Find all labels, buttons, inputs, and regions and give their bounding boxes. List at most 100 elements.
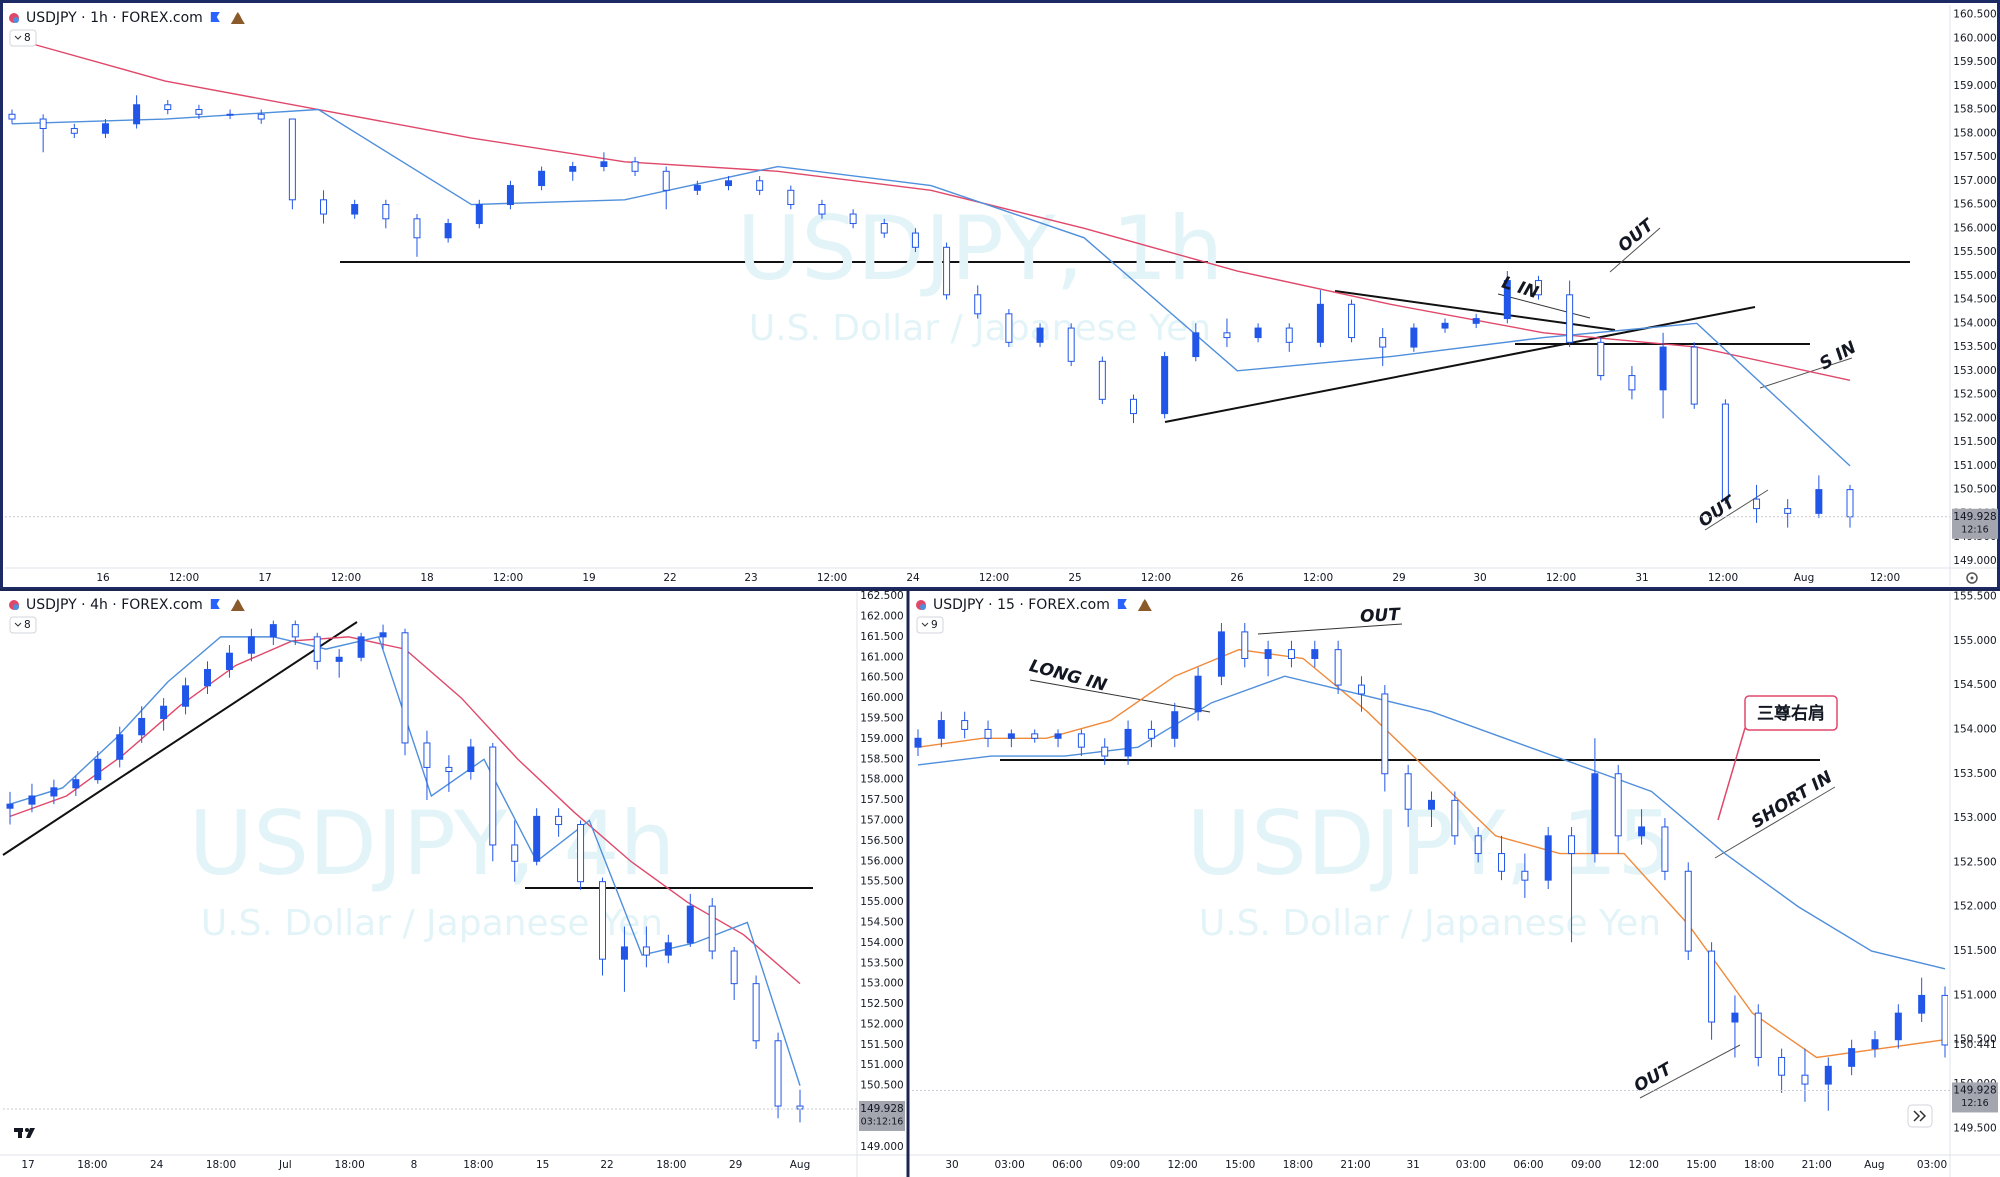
candle-body <box>642 946 650 956</box>
y-tick-label: 158.500 <box>1953 104 1996 116</box>
y-tick-label: 160.000 <box>860 692 903 704</box>
y-tick-label: 156.000 <box>860 855 903 867</box>
candle-body <box>1824 1065 1832 1085</box>
gear-icon[interactable] <box>1966 572 1978 584</box>
symbol-title[interactable]: USDJPY · 1h · FOREX.com <box>26 10 203 26</box>
candle-body <box>225 652 233 671</box>
candle-body <box>693 185 701 191</box>
callout-box <box>1744 695 1838 731</box>
candle-body <box>182 685 190 707</box>
candle-body <box>413 218 421 239</box>
x-tick-label: 12:00 <box>1303 572 1333 584</box>
y-tick-label: 161.000 <box>860 651 903 663</box>
candle-body <box>1334 649 1342 686</box>
candle-body <box>489 746 497 846</box>
x-tick-label: Aug <box>790 1159 811 1171</box>
candle-body <box>116 734 124 760</box>
plot <box>6 620 804 1123</box>
candle-body <box>1192 332 1200 358</box>
x-tick-label: 31 <box>1406 1159 1419 1171</box>
candle-body <box>511 844 519 862</box>
trend-line <box>1164 306 1756 423</box>
candle-body <box>1171 711 1179 739</box>
symbol-title[interactable]: USDJPY · 4h · FOREX.com <box>26 597 203 613</box>
chart-panel: USDJPY, 4h U.S. Dollar / Japanese Yen 149.… <box>3 590 905 1171</box>
y-tick-label: 151.500 <box>1953 436 1996 448</box>
trend-line <box>1759 357 1853 389</box>
candle-body <box>1568 835 1576 855</box>
candle-body <box>160 705 168 719</box>
y-tick-label: 155.500 <box>1953 246 1996 258</box>
y-tick-label: 153.500 <box>1953 341 1996 353</box>
chart-panel: USDJPY, 15U.S. Dollar / Japanese Yen149.… <box>912 590 1998 1171</box>
x-tick-label: 17 <box>21 1159 34 1171</box>
y-tick-label: 158.000 <box>1953 127 1996 139</box>
candle-body <box>1801 1074 1809 1085</box>
trend-line <box>1497 293 1591 319</box>
scroll-right-button[interactable] <box>1907 1104 1933 1128</box>
candle-body <box>538 170 546 187</box>
badge[interactable] <box>9 29 37 47</box>
y-tick-label: 156.500 <box>860 835 903 847</box>
candle-body <box>752 983 760 1042</box>
candle-body <box>1451 799 1459 837</box>
candle-body <box>1264 649 1272 659</box>
candle-body <box>1101 746 1109 757</box>
y-tick-label: 151.000 <box>1953 460 1996 472</box>
candle-body <box>288 118 296 201</box>
x-tick-label: 18:00 <box>656 1159 686 1171</box>
candle-body <box>291 624 299 638</box>
watermark: USDJPY, 4h <box>189 792 676 895</box>
candle-body <box>1067 327 1075 362</box>
x-tick-label: 18:00 <box>463 1159 493 1171</box>
candle-body <box>357 636 365 658</box>
badge[interactable] <box>9 616 37 634</box>
x-tick-label: 24 <box>906 572 920 584</box>
candle-body <box>620 946 628 960</box>
candle-body <box>599 881 606 960</box>
candle-body <box>1731 1012 1739 1023</box>
watermark-subtitle: U.S. Dollar / Japanese Yen <box>201 903 663 944</box>
y-tick-label: 155.500 <box>1953 590 1996 602</box>
candle-body <box>1778 1056 1786 1076</box>
x-tick-label: 18:00 <box>77 1159 107 1171</box>
candle-body <box>662 170 670 191</box>
x-tick-label: 21:00 <box>1340 1159 1370 1171</box>
candle-body <box>1661 826 1669 872</box>
x-tick-label: 22 <box>663 572 676 584</box>
candle-body <box>195 109 203 115</box>
candle-body <box>8 113 16 120</box>
x-tick-label: 25 <box>1068 572 1081 584</box>
candle-body <box>1784 508 1792 514</box>
watermark: USDJPY, 1h <box>737 197 1224 300</box>
candle-body <box>880 223 888 234</box>
trend-line <box>1704 489 1769 531</box>
x-tick-label: 03:00 <box>995 1159 1025 1171</box>
candle-body <box>1404 773 1412 810</box>
tradingview-logo <box>14 1128 35 1138</box>
watermark-subtitle: U.S. Dollar / Japanese Yen <box>749 308 1211 349</box>
candle-body <box>1815 489 1823 514</box>
y-tick-label: 159.000 <box>1953 80 1996 92</box>
indicator-line <box>917 675 1946 970</box>
candle-body <box>94 758 102 781</box>
candle-body <box>569 166 577 172</box>
y-tick-label: 152.000 <box>860 1018 903 1030</box>
candle-body <box>467 746 475 773</box>
candle-body <box>320 199 328 215</box>
candle-body <box>1754 1012 1762 1058</box>
symbol-title[interactable]: USDJPY · 15 · FOREX.com <box>933 597 1110 613</box>
x-tick-label: 09:00 <box>1571 1159 1601 1171</box>
x-tick-label: 12:00 <box>979 572 1009 584</box>
badge[interactable] <box>916 616 944 634</box>
flag-icon <box>210 12 220 22</box>
y-tick-label: 154.500 <box>1953 679 1996 691</box>
candle-body <box>382 204 390 220</box>
candle-body <box>1544 835 1552 881</box>
trend-line <box>2 621 358 856</box>
candle-body <box>756 180 764 191</box>
candle-body <box>600 161 608 168</box>
last-price-box <box>859 1100 905 1131</box>
candle-body <box>313 636 321 662</box>
x-tick-label: 12:00 <box>169 572 199 584</box>
